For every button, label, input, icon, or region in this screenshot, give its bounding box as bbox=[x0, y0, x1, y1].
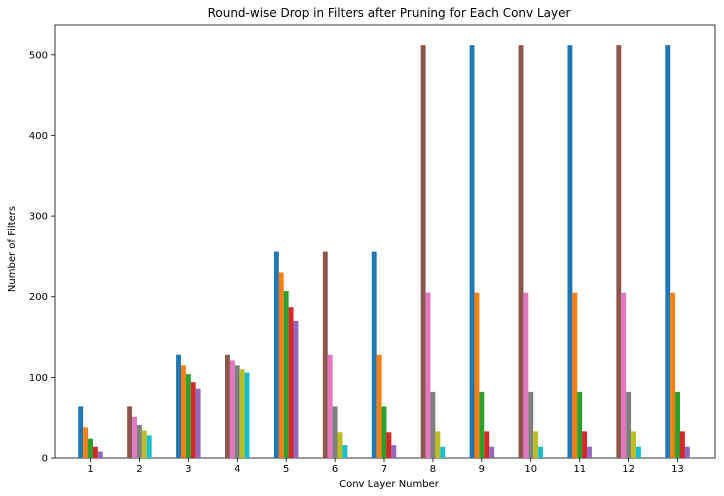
bar-layer-11-round-1 bbox=[572, 292, 578, 458]
x-tick-label: 3 bbox=[185, 464, 191, 475]
bar-layer-2-round-5 bbox=[127, 406, 133, 458]
bar-layer-2-round-6 bbox=[132, 416, 137, 458]
bar-layer-4-round-8 bbox=[239, 369, 245, 458]
bar-layer-2-round-9 bbox=[146, 435, 152, 458]
bar-layer-5-round-4 bbox=[293, 320, 299, 458]
bar-layer-8-round-9 bbox=[440, 446, 446, 458]
y-axis: 0 100 200 300 400 500 bbox=[29, 50, 55, 465]
x-axis-title: Conv Layer Number bbox=[339, 479, 440, 490]
bar-layer-6-round-8 bbox=[337, 432, 343, 458]
bar-layer-8-round-7 bbox=[430, 391, 436, 458]
bar-layer-3-round-4 bbox=[195, 388, 201, 458]
y-tick-label: 400 bbox=[29, 131, 48, 142]
bar-layer-4-round-6 bbox=[229, 360, 235, 458]
x-tick-label: 5 bbox=[283, 464, 289, 475]
bar-layer-8-round-6 bbox=[425, 292, 431, 458]
y-axis-title: Number of Filters bbox=[7, 206, 18, 292]
y-tick-label: 100 bbox=[29, 373, 48, 384]
bar-layer-2-round-8 bbox=[141, 430, 147, 458]
bar-layer-1-round-3 bbox=[92, 446, 98, 458]
bar-layer-6-round-5 bbox=[322, 251, 328, 458]
bar-layer-9-round-2 bbox=[479, 391, 485, 458]
y-tick-label: 300 bbox=[29, 212, 48, 223]
bar-layer-4-round-7 bbox=[234, 365, 240, 458]
x-tick-label: 9 bbox=[479, 464, 485, 475]
bar-layer-10-round-9 bbox=[538, 446, 544, 458]
x-tick-label: 2 bbox=[136, 464, 142, 475]
bar-layer-11-round-3 bbox=[582, 431, 588, 458]
bar-layer-10-round-7 bbox=[528, 391, 534, 458]
bar-layer-13-round-2 bbox=[675, 391, 680, 458]
x-tick-label: 7 bbox=[381, 464, 387, 475]
x-tick-label: 6 bbox=[332, 464, 338, 475]
x-tick-label: 8 bbox=[430, 464, 436, 475]
x-tick-label: 13 bbox=[671, 464, 684, 475]
x-tick-label: 11 bbox=[573, 464, 586, 475]
x-tick-label: 12 bbox=[622, 464, 635, 475]
bar-layer-5-round-3 bbox=[288, 307, 294, 458]
y-tick-label: 0 bbox=[42, 454, 48, 465]
bar-layer-9-round-1 bbox=[474, 292, 480, 458]
bar-layer-13-round-0 bbox=[665, 45, 671, 458]
bar-layer-2-round-7 bbox=[136, 424, 142, 458]
y-tick-label: 500 bbox=[29, 50, 48, 61]
plot-area bbox=[54, 24, 716, 459]
x-axis: 1 2 3 4 5 6 7 8 9 10 11 12 13 bbox=[87, 458, 684, 475]
bar-layer-7-round-0 bbox=[371, 251, 377, 458]
bar-layer-13-round-1 bbox=[670, 292, 676, 458]
bar-layer-7-round-2 bbox=[381, 406, 387, 458]
bar-layer-3-round-2 bbox=[185, 374, 191, 458]
bar-layer-3-round-1 bbox=[180, 365, 186, 458]
x-tick-label: 1 bbox=[87, 464, 93, 475]
bar-layer-1-round-1 bbox=[83, 427, 89, 458]
y-tick-label: 200 bbox=[29, 292, 48, 303]
bar-layer-12-round-5 bbox=[616, 45, 622, 458]
x-tick-label: 4 bbox=[234, 464, 240, 475]
bar-layer-5-round-1 bbox=[278, 272, 284, 458]
bar-layer-13-round-3 bbox=[679, 431, 685, 458]
bar-layer-6-round-9 bbox=[342, 445, 348, 458]
bar-layer-7-round-3 bbox=[386, 432, 392, 458]
bar-layer-12-round-7 bbox=[626, 391, 632, 458]
bar-layer-11-round-4 bbox=[587, 446, 592, 458]
bar-layer-13-round-4 bbox=[684, 446, 690, 458]
bar-layer-9-round-3 bbox=[484, 431, 490, 458]
bar-layer-12-round-8 bbox=[631, 431, 636, 458]
bar-layer-12-round-9 bbox=[635, 446, 641, 458]
bar-layer-1-round-0 bbox=[78, 406, 84, 458]
bar-layer-5-round-2 bbox=[283, 291, 289, 458]
bar-layer-4-round-5 bbox=[225, 354, 230, 458]
bar-layer-9-round-4 bbox=[489, 446, 495, 458]
bar-layer-1-round-2 bbox=[88, 438, 93, 458]
bar-layer-6-round-6 bbox=[327, 354, 333, 458]
bar-layer-10-round-8 bbox=[533, 431, 539, 458]
bars-group bbox=[78, 45, 690, 458]
bar-layer-1-round-4 bbox=[97, 451, 103, 458]
bar-layer-10-round-6 bbox=[523, 292, 529, 458]
bar-layer-12-round-6 bbox=[621, 292, 627, 458]
plot-frame bbox=[54, 24, 716, 459]
bar-layer-4-round-9 bbox=[244, 372, 250, 458]
bar-layer-10-round-5 bbox=[518, 45, 524, 458]
bar-layer-5-round-0 bbox=[273, 251, 279, 458]
bar-layer-3-round-0 bbox=[176, 354, 181, 458]
bar-layer-8-round-5 bbox=[420, 45, 426, 458]
bar-layer-11-round-0 bbox=[567, 45, 573, 458]
x-tick-label: 10 bbox=[524, 464, 537, 475]
bar-layer-9-round-0 bbox=[469, 45, 475, 458]
chart-title: Round-wise Drop in Filters after Pruning… bbox=[208, 6, 571, 20]
bar-layer-7-round-4 bbox=[391, 445, 397, 458]
bar-layer-3-round-3 bbox=[190, 382, 196, 458]
bar-layer-7-round-1 bbox=[376, 354, 382, 458]
bar-layer-6-round-7 bbox=[332, 406, 338, 458]
bar-layer-8-round-8 bbox=[435, 431, 441, 458]
bar-layer-11-round-2 bbox=[577, 391, 583, 458]
